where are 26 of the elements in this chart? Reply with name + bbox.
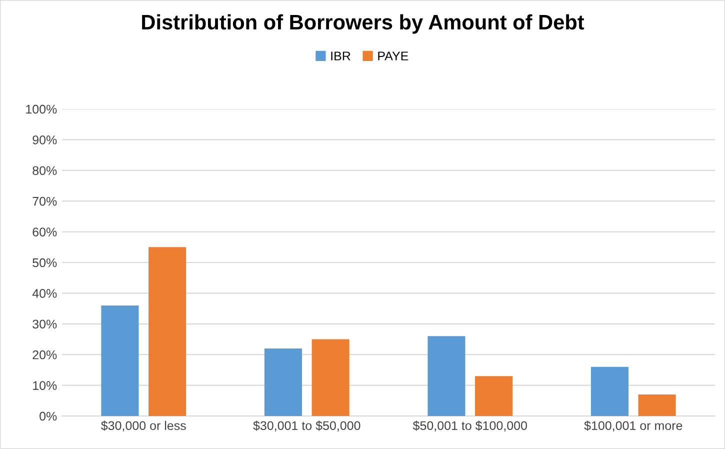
legend-label: IBR (331, 52, 350, 60)
y-tick-label: 10% (33, 381, 57, 390)
bar (312, 339, 350, 416)
y-tick-label: 20% (32, 350, 57, 360)
y-tick-label: 90% (32, 136, 57, 144)
y-tick-label: 70% (32, 196, 57, 206)
bar (264, 348, 302, 416)
y-tick-label: 30% (32, 320, 57, 329)
bar (638, 394, 676, 416)
bar (148, 247, 186, 416)
y-tick-label: 80% (32, 166, 57, 176)
legend-label: PAYE (378, 52, 408, 60)
bar (428, 336, 466, 416)
bar (475, 376, 513, 416)
bar (101, 305, 139, 416)
y-tick-label: 0% (40, 412, 57, 421)
x-tick-label: $100,001 or more (584, 420, 682, 432)
y-tick-label: 40% (32, 289, 57, 298)
chart-title: Distribution of Borrowers by Amount of Debt (142, 14, 584, 34)
y-tick-label: 60% (32, 228, 57, 236)
y-tick-label: 50% (32, 258, 57, 268)
x-tick-label: $30,000 or less (101, 420, 186, 432)
x-tick-label: $30,001 to $50,000 (253, 420, 360, 432)
bar (590, 366, 628, 416)
y-tick-label: 100% (26, 104, 57, 114)
x-tick-label: $50,001 to $100,000 (412, 420, 527, 432)
